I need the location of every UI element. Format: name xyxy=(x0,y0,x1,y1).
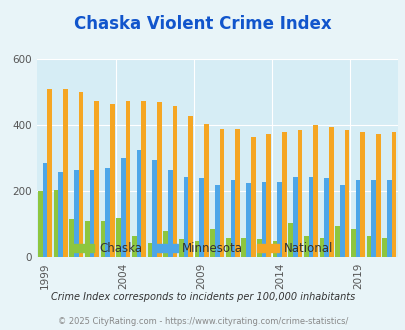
Bar xyxy=(303,236,308,257)
Bar xyxy=(261,182,266,257)
Bar xyxy=(328,127,333,257)
Bar xyxy=(157,102,161,257)
Bar xyxy=(116,218,121,257)
Bar xyxy=(74,170,79,257)
Bar xyxy=(63,89,68,257)
Bar xyxy=(210,229,214,257)
Bar xyxy=(172,106,177,257)
Bar xyxy=(375,134,380,257)
Bar xyxy=(230,180,234,257)
Bar xyxy=(179,239,183,257)
Bar xyxy=(126,101,130,257)
Bar xyxy=(110,104,115,257)
Bar xyxy=(272,241,277,257)
Bar xyxy=(281,132,286,257)
Bar xyxy=(94,101,99,257)
Text: © 2025 CityRating.com - https://www.cityrating.com/crime-statistics/: © 2025 CityRating.com - https://www.city… xyxy=(58,317,347,326)
Bar xyxy=(319,238,324,257)
Text: Chaska Violent Crime Index: Chaska Violent Crime Index xyxy=(74,15,331,33)
Bar xyxy=(214,185,219,257)
Bar xyxy=(381,238,386,257)
Bar xyxy=(266,134,271,257)
Bar xyxy=(147,243,152,257)
Bar xyxy=(344,130,349,257)
Bar xyxy=(277,182,281,257)
Bar xyxy=(43,163,47,257)
Bar xyxy=(132,236,136,257)
Bar xyxy=(58,172,63,257)
Bar xyxy=(199,178,203,257)
Bar xyxy=(183,177,188,257)
Bar xyxy=(386,180,391,257)
Bar xyxy=(100,221,105,257)
Bar xyxy=(360,132,364,257)
Bar xyxy=(188,115,192,257)
Bar xyxy=(313,125,318,257)
Bar xyxy=(391,132,395,257)
Bar xyxy=(53,190,58,257)
Bar xyxy=(69,219,74,257)
Bar xyxy=(256,239,261,257)
Bar xyxy=(288,223,292,257)
Bar xyxy=(168,170,172,257)
Bar xyxy=(350,229,355,257)
Bar xyxy=(79,92,83,257)
Bar xyxy=(136,150,141,257)
Legend: Chaska, Minnesota, National: Chaska, Minnesota, National xyxy=(68,237,337,260)
Bar xyxy=(245,183,250,257)
Bar xyxy=(371,180,375,257)
Text: Crime Index corresponds to incidents per 100,000 inhabitants: Crime Index corresponds to incidents per… xyxy=(51,292,354,302)
Bar xyxy=(250,137,255,257)
Bar xyxy=(308,177,313,257)
Bar xyxy=(163,231,168,257)
Bar xyxy=(90,170,94,257)
Bar xyxy=(219,129,224,257)
Bar xyxy=(141,101,146,257)
Bar xyxy=(335,226,339,257)
Bar xyxy=(38,191,43,257)
Bar xyxy=(194,241,199,257)
Bar xyxy=(203,124,208,257)
Bar xyxy=(121,158,126,257)
Bar xyxy=(241,238,245,257)
Bar xyxy=(85,221,90,257)
Bar xyxy=(355,180,360,257)
Bar xyxy=(105,168,110,257)
Bar xyxy=(152,160,157,257)
Bar xyxy=(225,238,230,257)
Bar xyxy=(47,89,52,257)
Bar xyxy=(324,178,328,257)
Bar xyxy=(339,185,344,257)
Bar xyxy=(366,236,371,257)
Bar xyxy=(292,177,297,257)
Bar xyxy=(234,129,239,257)
Bar xyxy=(297,130,302,257)
